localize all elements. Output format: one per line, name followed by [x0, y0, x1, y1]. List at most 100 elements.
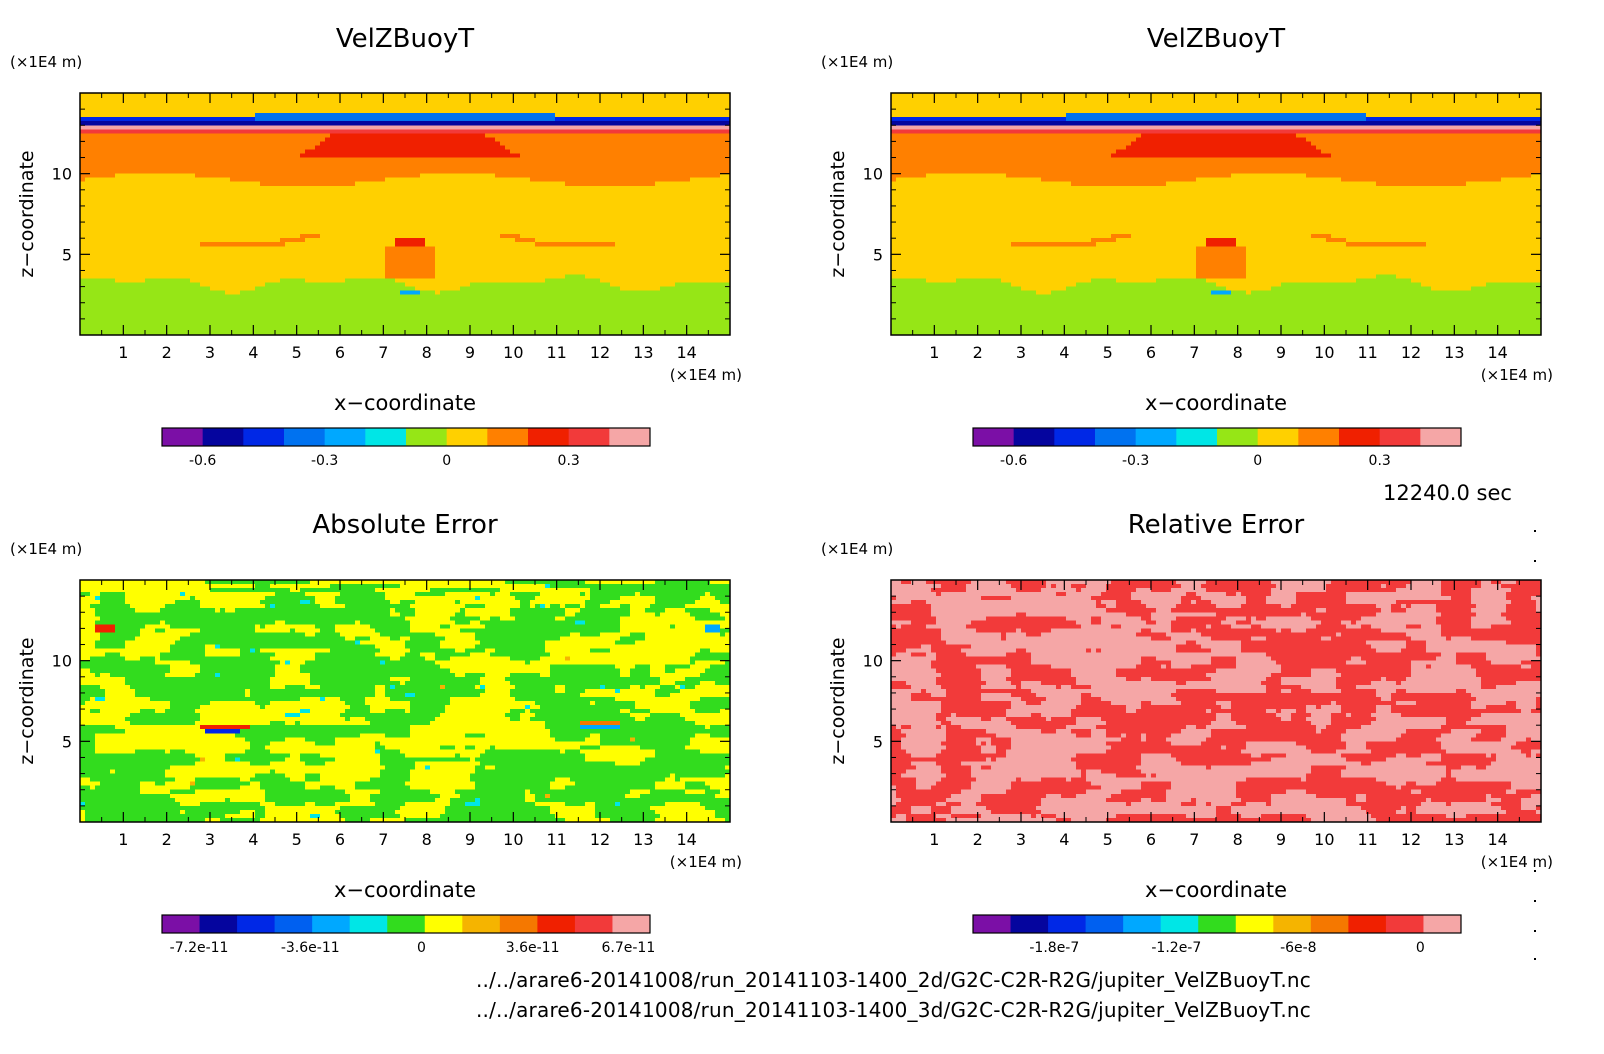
heatmap-cell — [320, 201, 326, 207]
heatmap-cell — [220, 314, 226, 320]
heatmap-cell — [325, 310, 331, 316]
heatmap-cell — [480, 133, 486, 138]
heatmap-cell — [400, 125, 406, 130]
heatmap-cell — [85, 282, 91, 288]
heatmap-cell — [375, 169, 381, 175]
heatmap-cell — [270, 302, 276, 308]
heatmap-cell — [165, 117, 171, 122]
heatmap-cell — [85, 234, 91, 239]
heatmap-cell — [440, 113, 446, 118]
heatmap-cell — [185, 282, 191, 288]
heatmap-cell — [155, 105, 161, 110]
heatmap-cell — [330, 185, 336, 191]
heatmap-cell — [205, 254, 211, 259]
heatmap-cell — [475, 145, 481, 151]
heatmap-cell — [445, 314, 451, 320]
heatmap-cell — [275, 173, 281, 179]
heatmap-cell — [145, 306, 151, 312]
heatmap-cell — [350, 141, 356, 147]
heatmap-cell — [435, 209, 441, 215]
heatmap-cell — [155, 238, 161, 243]
heatmap-cell — [305, 93, 311, 98]
heatmap-cell — [465, 173, 471, 179]
heatmap-cell — [135, 101, 141, 106]
heatmap-cell — [360, 169, 366, 175]
heatmap-cell — [330, 105, 336, 110]
heatmap-cell — [485, 218, 491, 223]
heatmap-cell — [405, 189, 411, 195]
heatmap-cell — [305, 274, 311, 280]
heatmap-cell — [275, 201, 281, 207]
heatmap-cell — [375, 141, 381, 147]
heatmap-cell — [185, 113, 191, 118]
heatmap-cell — [175, 322, 181, 328]
heatmap-cell — [145, 117, 151, 122]
heatmap-cell — [290, 250, 296, 255]
heatmap-cell — [285, 185, 291, 191]
heatmap-cell — [250, 286, 256, 292]
heatmap-cell — [365, 197, 371, 203]
heatmap-cell — [335, 302, 341, 308]
heatmap-cell — [495, 117, 501, 122]
heatmap-cell — [420, 169, 426, 175]
heatmap-cell — [345, 185, 351, 191]
heatmap-cell — [205, 286, 211, 292]
heatmap-cell — [470, 282, 476, 288]
heatmap-cell — [430, 214, 436, 219]
heatmap-cell — [95, 209, 101, 215]
heatmap-cell — [235, 189, 241, 195]
heatmap-cell — [350, 209, 356, 215]
heatmap-cell — [360, 262, 366, 268]
heatmap-cell — [235, 298, 241, 304]
heatmap-cell — [400, 205, 406, 211]
heatmap-cell — [400, 302, 406, 308]
heatmap-cell — [195, 197, 201, 203]
heatmap-cell — [245, 274, 251, 280]
heatmap-cell — [365, 145, 371, 151]
heatmap-cell — [205, 246, 211, 251]
heatmap-cell — [430, 266, 436, 272]
heatmap-cell — [175, 165, 181, 171]
heatmap-cell — [270, 177, 276, 183]
heatmap-cell — [460, 121, 466, 126]
heatmap-cell — [180, 161, 186, 167]
heatmap-cell — [370, 330, 376, 336]
heatmap-cell — [260, 177, 266, 183]
heatmap-cell — [465, 125, 471, 130]
heatmap-cell — [140, 246, 146, 251]
heatmap-cell — [400, 149, 406, 155]
heatmap-cell — [175, 330, 181, 336]
heatmap-cell — [485, 226, 491, 231]
heatmap-cell — [405, 197, 411, 203]
heatmap-cell — [440, 274, 446, 280]
heatmap-cell — [485, 262, 491, 268]
heatmap-cell — [420, 310, 426, 316]
heatmap-cell — [250, 109, 256, 114]
heatmap-cell — [245, 129, 251, 134]
heatmap-cell — [310, 222, 316, 227]
heatmap-cell — [450, 193, 456, 199]
heatmap-cell — [205, 141, 211, 147]
heatmap-cell — [225, 294, 231, 300]
heatmap-cell — [440, 205, 446, 211]
heatmap-cell — [330, 262, 336, 268]
heatmap-cell — [275, 326, 281, 332]
heatmap-cell — [190, 226, 196, 231]
heatmap-cell — [415, 153, 421, 159]
heatmap-cell — [310, 189, 316, 195]
heatmap-cell — [460, 133, 466, 138]
heatmap-cell — [290, 306, 296, 312]
heatmap-cell — [455, 97, 461, 102]
heatmap-cell — [365, 246, 371, 251]
heatmap-cell — [215, 298, 221, 304]
heatmap-cell — [155, 185, 161, 191]
heatmap-cell — [185, 274, 191, 280]
heatmap-cell — [435, 266, 441, 272]
heatmap-cell — [320, 169, 326, 175]
heatmap-cell — [230, 205, 236, 211]
heatmap-cell — [85, 274, 91, 280]
heatmap-cell — [485, 137, 491, 142]
heatmap-cell — [305, 314, 311, 320]
heatmap-cell — [470, 266, 476, 272]
heatmap-cell — [425, 318, 431, 324]
